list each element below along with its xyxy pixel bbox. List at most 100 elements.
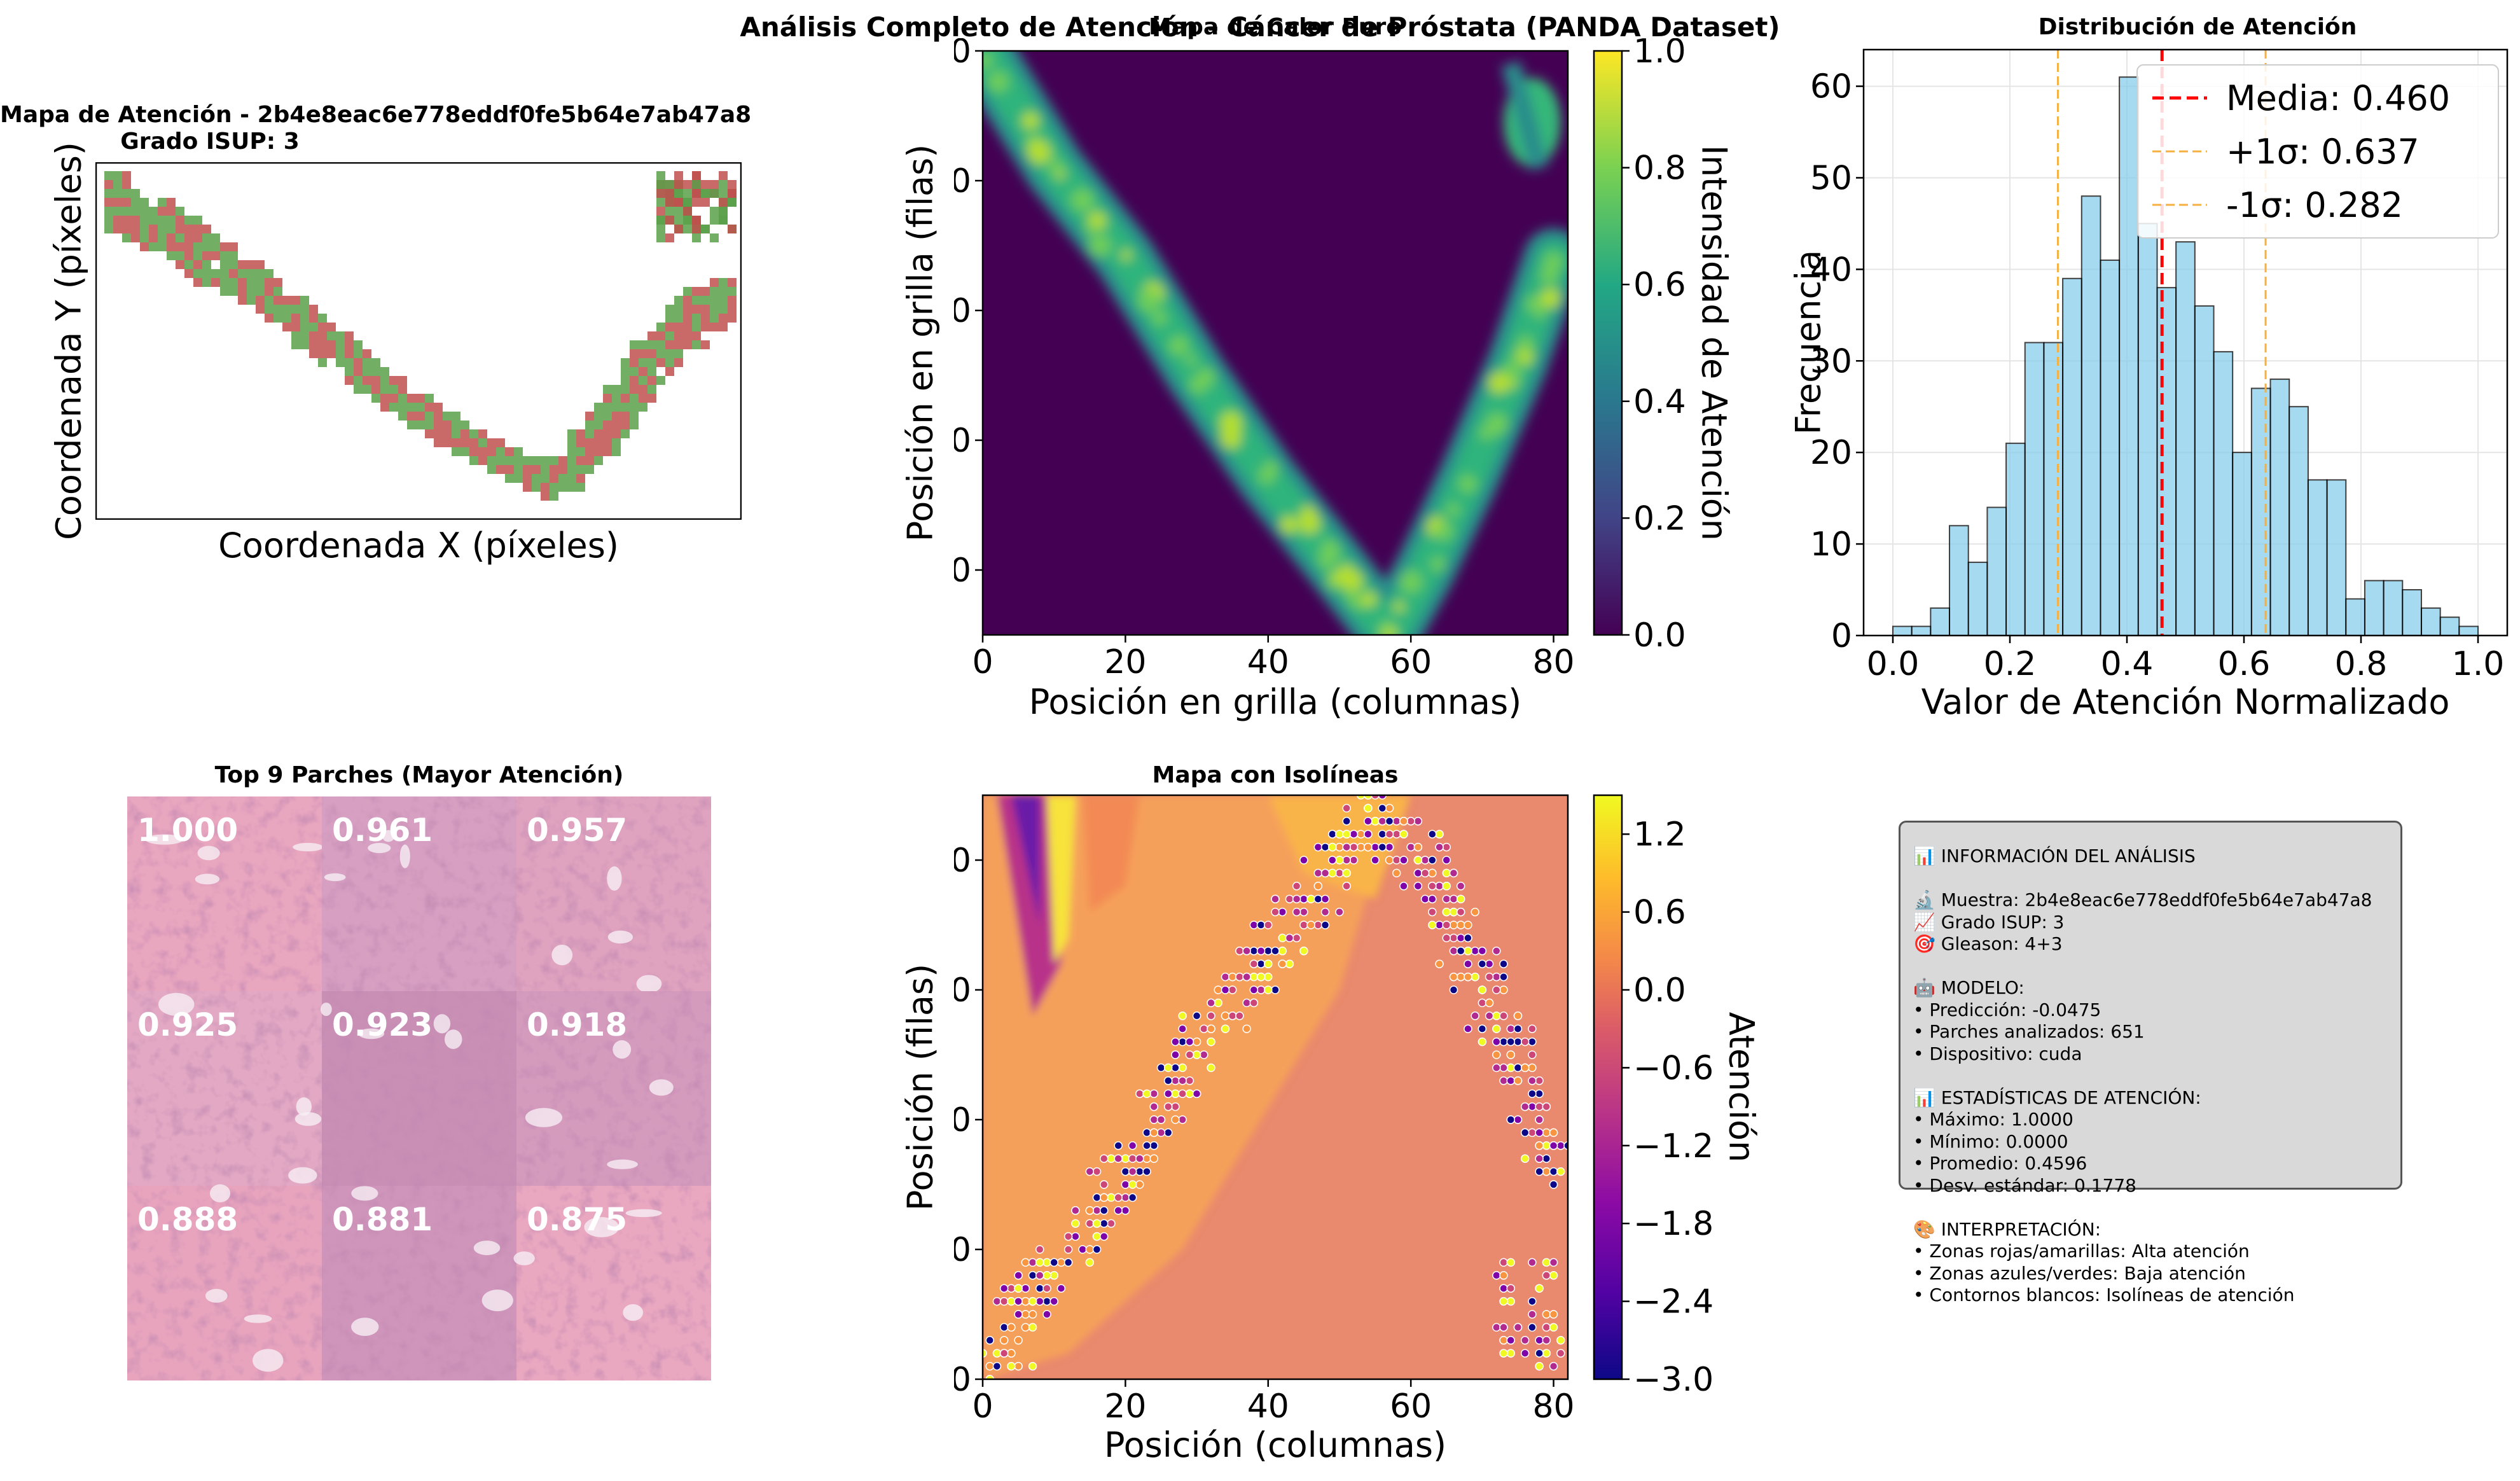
contour-patch-dot	[1456, 933, 1465, 943]
contour-patch-dot	[1264, 947, 1273, 956]
histogram-bar	[2232, 452, 2252, 636]
scatter-patch	[647, 349, 656, 358]
histogram-bar	[2043, 342, 2064, 636]
scatter-patch	[567, 438, 576, 447]
histogram-legend: Media: 0.460 +1σ: 0.637 -1σ: 0.282	[2136, 64, 2499, 239]
contour-patch-dot	[1085, 1219, 1095, 1228]
scatter-patch	[425, 429, 434, 438]
histogram-axes-frame	[1862, 48, 2509, 637]
contour-patch-dot	[1556, 1336, 1565, 1345]
histogram-bar	[2119, 76, 2139, 636]
scatter-patch	[612, 447, 621, 456]
contour-patch-dot	[1028, 1310, 1037, 1319]
contour-colorbar-tick-label: −3.0	[1633, 1361, 1713, 1399]
contour-patch-dot	[1299, 907, 1308, 917]
contour-patch-dot	[1142, 1154, 1151, 1163]
contour-patch-dot	[1071, 1232, 1080, 1241]
contour-patch-dot	[1449, 921, 1458, 929]
scatter-patch	[692, 305, 701, 314]
contour-patch-dot	[1471, 907, 1479, 917]
contour-patch-dot	[1320, 921, 1330, 929]
contour-patch-dot	[1285, 933, 1294, 943]
heatmap-hotspot	[1361, 592, 1377, 608]
scatter-patch	[594, 447, 603, 456]
contour-patch-dot	[1271, 947, 1280, 956]
patch-lumen	[296, 1097, 312, 1116]
scatter-patch	[594, 403, 603, 412]
contour-patch-dot	[1171, 1102, 1180, 1111]
contour-patch-dot	[1428, 830, 1437, 838]
patch-lumen	[584, 1217, 620, 1237]
histogram-xtick-label: 0.0	[1867, 645, 1920, 683]
scatter-patch	[434, 421, 443, 429]
contour-patch-dot	[1163, 1128, 1173, 1137]
scatter-patch	[193, 278, 202, 287]
scatter-patch	[639, 367, 647, 376]
contour-patch-dot	[1335, 907, 1344, 917]
scatter-patch	[318, 314, 327, 323]
histogram-bar	[2364, 580, 2385, 636]
scatter-patch	[398, 403, 407, 412]
patch-score-label: 1.000	[137, 812, 238, 849]
scatter-patch	[238, 269, 247, 278]
scatter-patch	[122, 207, 131, 216]
contour-patch-dot	[1306, 894, 1315, 903]
contour-patch-dot	[1313, 868, 1323, 878]
scatter-patch	[443, 438, 452, 447]
contour-patch-dot	[1049, 1297, 1058, 1306]
contour-patch-dot	[1014, 1361, 1023, 1371]
contour-patch-dot	[1192, 1089, 1201, 1098]
contour-patch-dot	[1028, 1361, 1037, 1371]
contour-region-mid	[1083, 795, 1140, 912]
contour-patch-dot	[1200, 1024, 1208, 1033]
contour-patch-dot	[1520, 1336, 1530, 1345]
scatter-patch	[683, 225, 692, 233]
contour-patch-dot	[1520, 1349, 1530, 1358]
scatter-patch	[656, 171, 665, 180]
contour-patch-dot	[1478, 998, 1487, 1008]
scatter-patch	[380, 367, 389, 376]
histogram-bar	[2345, 598, 2365, 636]
contour-patch-dot	[1385, 842, 1394, 852]
contour-patch-dot	[1492, 1012, 1501, 1020]
scatter-patch	[318, 331, 327, 340]
contour-patch-dot	[1435, 959, 1444, 968]
histogram-bar	[1892, 625, 1913, 636]
scatter-patch	[282, 314, 291, 323]
contour-patch-dot	[1549, 1180, 1558, 1189]
contour-xlabel: Posición (columnas)	[1104, 1425, 1447, 1465]
scatter-patch	[630, 394, 639, 403]
scatter-patch	[300, 323, 309, 331]
scatter-patch	[639, 376, 647, 385]
contour-patch-dot	[1506, 1115, 1515, 1124]
scatter-patch	[193, 269, 202, 278]
contour-patch-dot	[1385, 856, 1394, 865]
scatter-patch	[710, 207, 719, 216]
contour-patch-dot	[1513, 1076, 1523, 1085]
scatter-patch	[585, 465, 594, 474]
scatter-patch	[371, 385, 380, 394]
patch-lumen	[649, 1079, 674, 1096]
scatter-patch	[639, 349, 647, 358]
contour-patch-dot	[1035, 1245, 1044, 1254]
contour-xtick-label: 0	[972, 1387, 993, 1419]
scatter-patch	[719, 216, 728, 225]
contour-patch-dot	[1535, 1128, 1544, 1137]
scatter-patch	[567, 447, 576, 456]
scatter-patch	[443, 429, 452, 438]
contour-patch-dot	[1328, 830, 1337, 838]
contour-patch-dot	[1485, 998, 1494, 1008]
patch-score-label: 0.881	[332, 1201, 433, 1238]
contour-patch-dot	[1535, 1089, 1544, 1098]
contour-patch-dot	[1499, 1063, 1508, 1073]
contour-patch-dot	[1442, 907, 1451, 917]
contour-patch-dot	[1135, 1167, 1144, 1176]
scatter-patch	[460, 438, 469, 447]
contour-patch-dot	[1021, 1284, 1030, 1293]
scatter-patch	[594, 412, 603, 421]
contour-ylabel: Posición (filas)	[900, 963, 941, 1211]
patch-lumen	[351, 1186, 378, 1201]
contour-patch-dot	[1099, 1232, 1109, 1241]
scatter-patch	[220, 251, 229, 260]
scatter-patch	[612, 438, 621, 447]
